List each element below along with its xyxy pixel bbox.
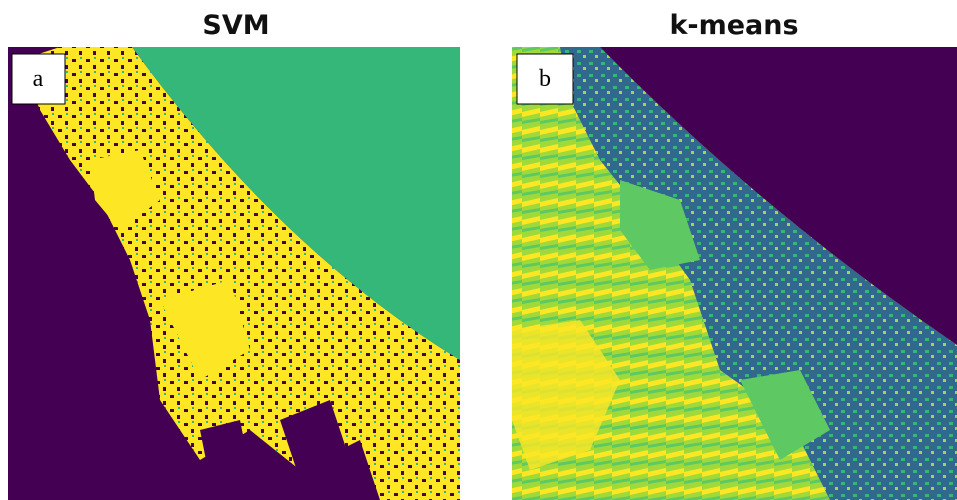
panel-title: SVM <box>202 10 269 41</box>
panel-label-box: b <box>517 54 573 104</box>
figure: SVM k-means a b <box>0 0 957 500</box>
svm-map <box>8 47 460 500</box>
panel-title: k-means <box>669 10 798 41</box>
panel-label: b <box>539 66 551 92</box>
kmeans-map <box>512 47 957 500</box>
panel-label: a <box>33 66 44 92</box>
panel-label-box: a <box>12 54 65 104</box>
